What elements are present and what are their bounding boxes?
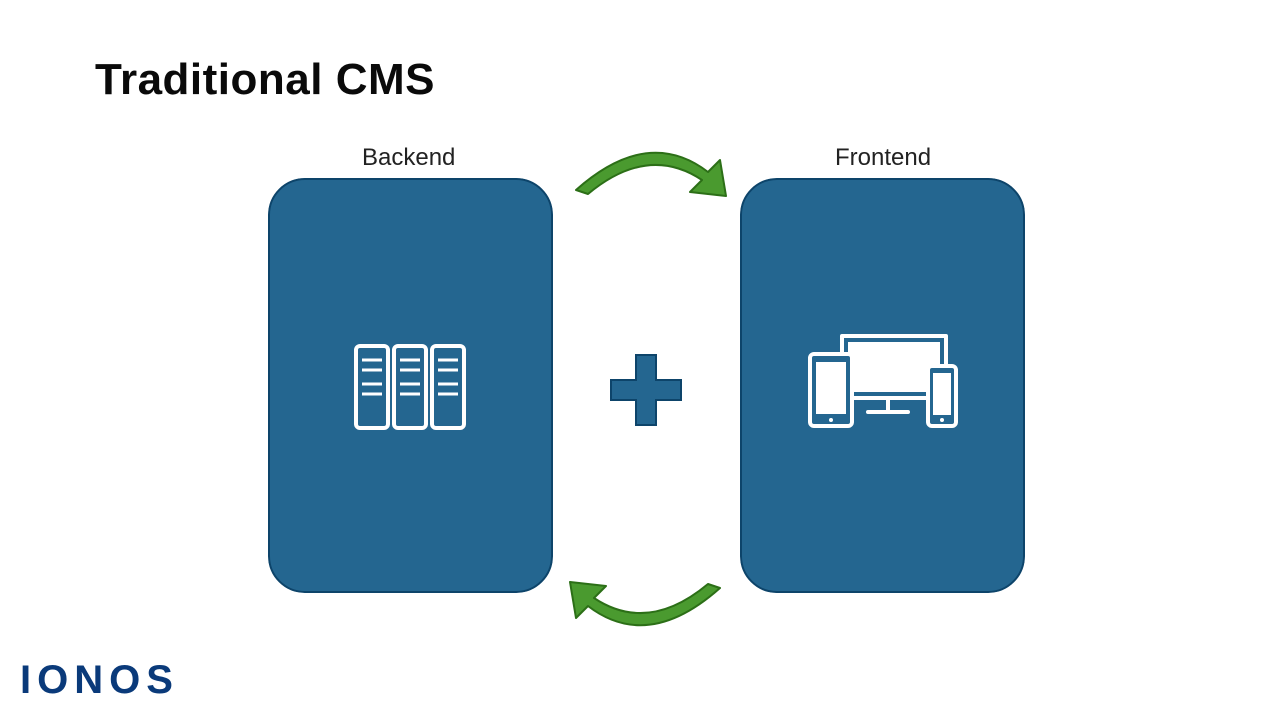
devices-icon bbox=[806, 330, 961, 434]
diagram-canvas: Traditional CMS Backend Frontend bbox=[0, 0, 1280, 720]
servers-icon bbox=[350, 340, 470, 435]
arrow-top-icon bbox=[558, 138, 738, 202]
page-title: Traditional CMS bbox=[95, 55, 435, 105]
backend-label: Backend bbox=[362, 144, 455, 172]
plus-connector-icon bbox=[605, 349, 687, 431]
ionos-logo: IONOS bbox=[20, 658, 179, 703]
frontend-label: Frontend bbox=[835, 144, 931, 172]
arrow-bottom-icon bbox=[558, 576, 738, 640]
